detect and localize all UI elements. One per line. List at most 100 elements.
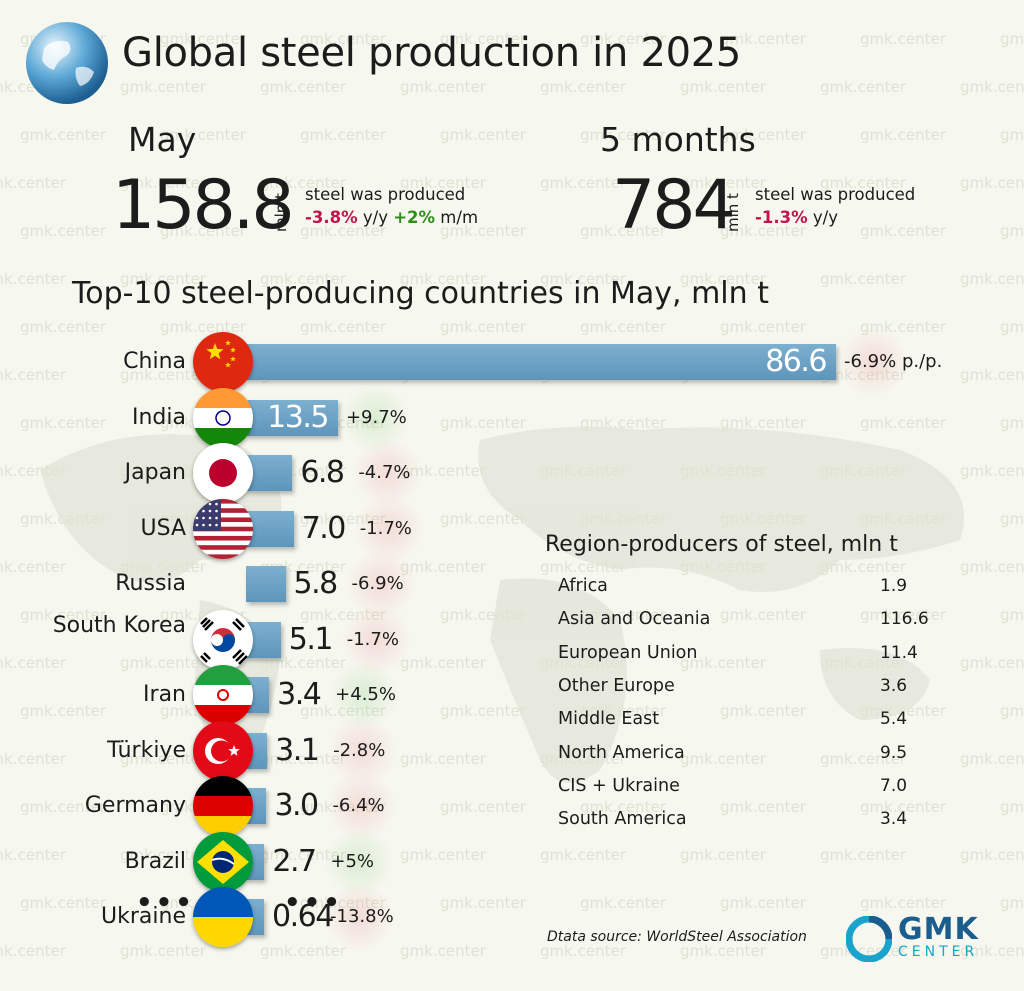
globe-icon <box>26 22 108 104</box>
five-months-period-label: 5 months <box>600 120 756 159</box>
watermark-text: gmk.center <box>260 750 347 768</box>
country-label: USA <box>140 515 186 541</box>
watermark-text: gmk.center <box>960 78 1024 96</box>
country-label: Japan <box>124 460 186 485</box>
watermark-text: gmk.center <box>540 750 627 768</box>
usa-flag-icon <box>193 498 253 559</box>
watermark-text: gmk.center <box>440 318 527 336</box>
watermark-text: gmk.center <box>540 846 627 864</box>
watermark-text: gmk.center <box>120 942 207 960</box>
bar-value-label: 6.8 <box>300 455 345 490</box>
watermark-text: gmk.center <box>720 894 807 912</box>
may-mom-suffix: m/m <box>435 208 479 227</box>
change-highlight <box>352 438 423 508</box>
brazil-flag-icon <box>193 831 253 892</box>
region-table-title: Region-producers of steel, mln t <box>545 532 898 557</box>
watermark-text: gmk.center <box>960 366 1024 384</box>
watermark-text: gmk.center <box>680 558 767 576</box>
page-title: Global steel production in 2025 <box>122 30 742 76</box>
may-mom-value: +2% <box>393 208 436 227</box>
country-label: Brazil <box>124 848 186 874</box>
watermark-text: gmk.center <box>860 222 947 240</box>
five-months-yoy-suffix: y/y <box>807 208 838 227</box>
watermark-text: gmk.center <box>20 414 107 432</box>
watermark-text: gmk.center <box>20 798 107 816</box>
country-bar <box>246 399 338 436</box>
watermark-text: gmk.center <box>160 222 247 240</box>
watermark-text: gmk.center <box>120 174 207 192</box>
watermark-text: gmk.center <box>400 942 487 960</box>
watermark-text: gmk.center <box>540 558 627 576</box>
watermark-text: gmk.center <box>540 654 627 672</box>
country-label: Ukraine <box>101 904 186 929</box>
bar-value-label: 7.0 <box>301 510 347 546</box>
watermark-text: gmk.center <box>1000 894 1024 912</box>
region-name: European Union <box>558 642 698 663</box>
watermark-text: gmk.center <box>580 126 667 144</box>
gmk-logo-icon <box>846 916 892 962</box>
change-label: -1.7% <box>346 628 399 650</box>
watermark-text: gmk.center <box>120 846 207 864</box>
watermark-text: gmk.center <box>960 270 1024 288</box>
region-value: 1.9 <box>880 576 908 596</box>
region-name: Other Europe <box>558 675 675 696</box>
watermark-text: gmk.center <box>20 606 107 624</box>
data-source-note: Dtata source: WorldSteel Association <box>547 929 807 945</box>
watermark-text: gmk.center <box>0 270 67 288</box>
watermark-text: gmk.center <box>820 558 907 576</box>
watermark-text: gmk.center <box>860 30 947 48</box>
watermark-text: gmk.center <box>860 126 947 144</box>
china-flag-icon <box>193 332 253 392</box>
chart-title: Top-10 steel-producing countries in May,… <box>72 276 769 311</box>
watermark-text: gmk.center <box>1000 318 1024 336</box>
may-yoy-value: -3.8% <box>305 208 358 227</box>
watermark-text: gmk.center <box>580 222 667 240</box>
five-months-unit-label: mln t <box>724 193 742 232</box>
watermark-text: gmk.center <box>1000 606 1024 624</box>
change-label: -2.8% <box>333 739 386 761</box>
watermark-text: gmk.center <box>720 798 807 816</box>
watermark-text: gmk.center <box>300 606 387 624</box>
change-highlight <box>326 771 397 841</box>
watermark-text: gmk.center <box>680 462 767 480</box>
change-highlight <box>339 382 410 453</box>
change-label: +4.5% <box>335 684 396 705</box>
change-label: +5% <box>330 850 375 872</box>
ellipsis-left: ••• <box>136 888 195 918</box>
india-flag-icon <box>193 387 253 448</box>
may-period-label: May <box>128 120 197 159</box>
watermark-text: gmk.center <box>120 750 207 768</box>
bar-value-label: 3.4 <box>277 677 322 712</box>
watermark-text: gmk.center <box>720 414 807 432</box>
watermark-text: gmk.center <box>680 174 767 192</box>
watermark-text: gmk.center <box>540 174 627 192</box>
watermark-text: gmk.center <box>120 654 207 672</box>
watermark-text: gmk.center <box>20 510 107 528</box>
watermark-text: gmk.center <box>300 702 387 720</box>
watermark-text: gmk.center <box>300 318 387 336</box>
south-korea-flag-icon <box>193 609 253 670</box>
country-label: Türkiye <box>107 737 186 763</box>
watermark-text: gmk.center <box>120 366 207 384</box>
region-name: North America <box>558 742 685 763</box>
watermark-text: gmk.center <box>540 78 627 96</box>
turkiye-flag-icon <box>193 720 253 781</box>
change-label: -1.7% <box>359 517 412 539</box>
country-bar <box>246 344 836 380</box>
country-label: China <box>123 349 186 374</box>
watermark-text: gmk.center <box>820 750 907 768</box>
change-highlight <box>838 327 908 397</box>
change-highlight <box>353 493 424 564</box>
watermark-text: gmk.center <box>0 174 67 192</box>
may-total-value: 158.8 <box>112 166 295 245</box>
watermark-text: gmk.center <box>0 462 67 480</box>
watermark-text: gmk.center <box>540 462 627 480</box>
watermark-text: gmk.center <box>580 318 667 336</box>
watermark-text: gmk.center <box>440 414 527 432</box>
watermark-text: gmk.center <box>960 846 1024 864</box>
region-value: 5.4 <box>880 709 908 730</box>
watermark-text: gmk.center <box>580 510 667 528</box>
region-value: 7.0 <box>880 775 908 796</box>
may-yoy-suffix: y/y <box>357 208 388 227</box>
